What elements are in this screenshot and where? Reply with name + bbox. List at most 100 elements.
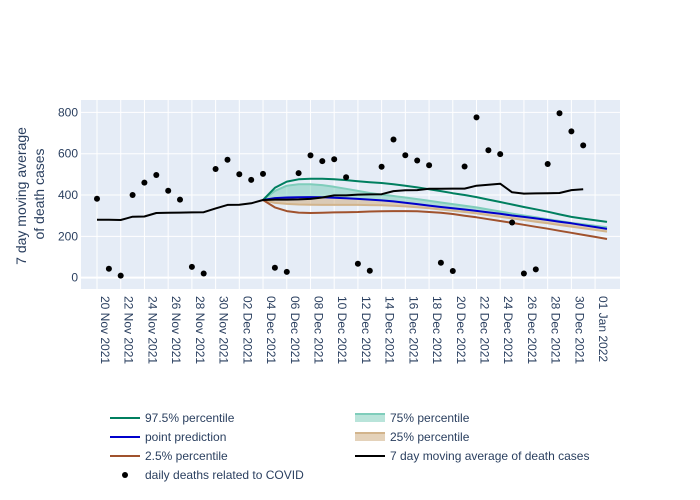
daily-death-point: [437, 259, 444, 266]
daily-death-point: [224, 156, 231, 163]
x-tick-label: 01 Jan 2022: [596, 296, 610, 362]
legend-label: 25% percentile: [390, 430, 470, 444]
legend[interactable]: 97.5% percentile 75% percentile point pred…: [110, 411, 589, 482]
x-tick-label: 04 Dec 2021: [264, 296, 278, 364]
daily-death-point: [390, 136, 397, 143]
legend-item-p025[interactable]: 2.5% percentile: [110, 449, 228, 463]
daily-death-point: [556, 110, 563, 117]
daily-death-point: [532, 266, 539, 273]
legend-item-p975[interactable]: 97.5% percentile: [110, 411, 235, 425]
y-tick-label: 600: [58, 147, 78, 161]
x-tick-label: 12 Dec 2021: [359, 296, 373, 364]
daily-death-point: [473, 114, 480, 121]
daily-death-point: [331, 156, 338, 163]
daily-death-point: [94, 195, 100, 202]
daily-death-point: [497, 151, 504, 158]
x-tick-label: 28 Nov 2021: [193, 296, 207, 364]
x-axis-ticks: 20 Nov 2021 22 Nov 2021 24 Nov 2021 26 Nov …: [98, 296, 610, 364]
daily-death-point: [165, 187, 172, 194]
daily-death-point: [426, 162, 433, 169]
daily-death-point: [248, 176, 255, 183]
legend-swatch: [355, 433, 385, 441]
daily-death-point: [520, 270, 527, 277]
legend-item-p75[interactable]: 75% percentile: [355, 411, 470, 425]
x-tick-label: 06 Dec 2021: [288, 296, 302, 364]
legend-label: 7 day moving average of death cases: [390, 449, 589, 463]
x-tick-label: 24 Nov 2021: [145, 296, 159, 364]
daily-death-point: [568, 128, 575, 135]
x-tick-label: 24 Dec 2021: [501, 296, 515, 364]
daily-death-point: [141, 179, 148, 186]
daily-death-point: [461, 163, 468, 170]
daily-death-point: [177, 196, 183, 203]
x-tick-label: 30 Dec 2021: [572, 296, 586, 364]
x-tick-label: 08 Dec 2021: [311, 296, 325, 364]
daily-death-point: [117, 272, 124, 279]
line-p25: [262, 199, 608, 233]
daily-death-point: [212, 166, 219, 172]
x-tick-label: 26 Dec 2021: [525, 296, 539, 364]
x-tick-label: 26 Nov 2021: [169, 296, 183, 364]
series-lines: [97, 177, 608, 240]
legend-item-point[interactable]: point prediction: [110, 430, 226, 444]
y-tick-label: 200: [58, 229, 78, 243]
daily-death-point: [236, 171, 243, 178]
daily-death-point: [366, 267, 373, 274]
y-axis-ticks: 0 200 400 600 800: [58, 105, 78, 284]
daily-death-point: [260, 170, 266, 177]
daily-death-point: [200, 270, 207, 277]
daily-death-point: [378, 163, 385, 170]
y-axis-title: 7 day moving average of death cases: [13, 123, 47, 265]
legend-swatch: [122, 472, 128, 478]
y-tick-label: 800: [58, 105, 78, 119]
daily-deaths-markers: [94, 110, 587, 279]
x-tick-label: 10 Dec 2021: [335, 296, 349, 364]
x-tick-label: 02 Dec 2021: [240, 296, 254, 364]
daily-death-point: [485, 147, 492, 154]
daily-death-point: [544, 161, 551, 167]
daily-death-point: [271, 264, 278, 271]
line-moving-avg: [97, 182, 584, 221]
daily-death-point: [129, 192, 136, 198]
daily-death-point: [414, 157, 421, 164]
daily-death-point: [449, 268, 456, 274]
x-tick-label: 18 Dec 2021: [430, 296, 444, 364]
x-tick-label: 30 Nov 2021: [217, 296, 231, 364]
daily-death-point: [354, 260, 361, 267]
y-tick-label: 0: [71, 271, 78, 285]
daily-death-point: [105, 265, 112, 272]
line-p975: [262, 177, 608, 223]
daily-death-point: [402, 152, 409, 159]
daily-death-point: [343, 174, 350, 181]
y-axis-title-line-1: 7 day moving average: [13, 127, 29, 265]
daily-death-point: [319, 158, 326, 165]
x-tick-label: 20 Nov 2021: [98, 296, 112, 364]
daily-death-point: [509, 219, 516, 226]
legend-swatch: [355, 414, 385, 422]
legend-label: 97.5% percentile: [145, 411, 235, 425]
band-25-percentile: [263, 197, 607, 232]
daily-death-point: [188, 263, 195, 270]
legend-label: 75% percentile: [390, 411, 470, 425]
y-tick-label: 400: [58, 188, 78, 202]
daily-death-point: [295, 170, 302, 177]
x-tick-label: 14 Dec 2021: [383, 296, 397, 364]
legend-item-p25[interactable]: 25% percentile: [355, 430, 470, 444]
daily-death-point: [283, 268, 290, 275]
daily-death-point: [153, 172, 160, 178]
x-tick-label: 16 Dec 2021: [406, 296, 420, 364]
daily-death-point: [307, 152, 314, 159]
y-axis-title-line-2: of death cases: [31, 148, 47, 239]
x-tick-label: 20 Dec 2021: [454, 296, 468, 364]
x-tick-label: 22 Dec 2021: [478, 296, 492, 364]
daily-death-point: [580, 142, 587, 149]
legend-item-daily[interactable]: daily deaths related to COVID: [122, 468, 304, 482]
legend-label: point prediction: [145, 430, 226, 444]
x-tick-label: 28 Dec 2021: [549, 296, 563, 364]
legend-item-moving-avg[interactable]: 7 day moving average of death cases: [355, 449, 589, 463]
legend-label: 2.5% percentile: [145, 449, 228, 463]
legend-label: daily deaths related to COVID: [145, 468, 304, 482]
line-p025: [262, 199, 608, 240]
x-tick-label: 22 Nov 2021: [122, 296, 136, 364]
